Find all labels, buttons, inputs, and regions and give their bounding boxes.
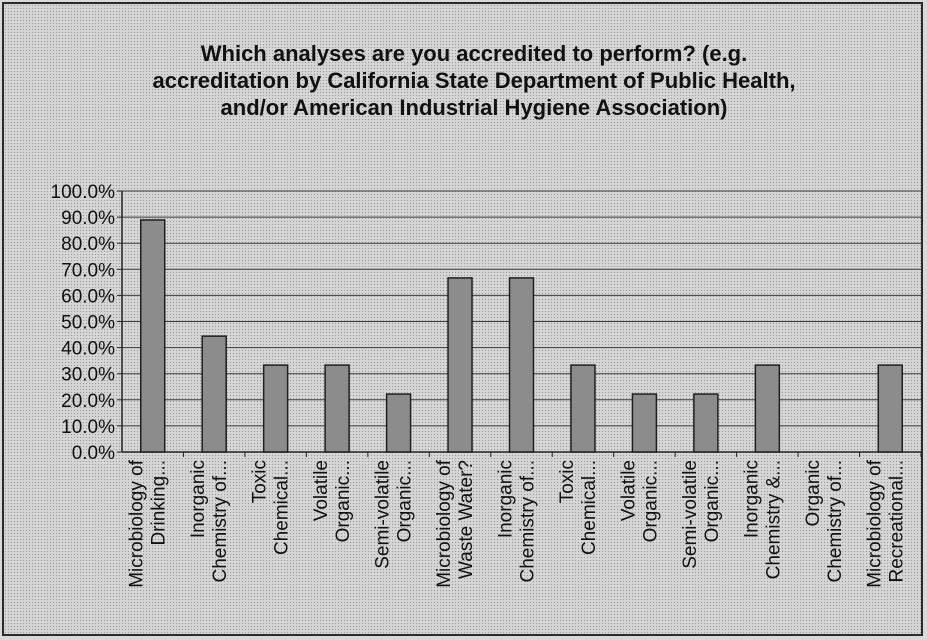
bar [693, 393, 719, 453]
chart-title-line: and/or American Industrial Hygiene Assoc… [220, 95, 728, 120]
y-tick-label: 100.0% [51, 182, 116, 203]
y-tick-label: 50.0% [61, 313, 115, 334]
y-tick-label: 0.0% [72, 443, 115, 464]
x-tick-label: Microbiology of [864, 459, 885, 587]
bar [385, 393, 412, 453]
x-tick-label: Semi-volatile [373, 460, 394, 569]
bar [201, 335, 227, 453]
bar [262, 364, 289, 453]
x-tick-label: Organic... [702, 460, 723, 542]
x-tick-label: Chemical... [272, 460, 293, 555]
bar [324, 364, 350, 453]
x-tick-label: Semi-volatile [680, 460, 701, 569]
y-tick-label: 20.0% [61, 391, 115, 412]
x-tick-label: Volatile [311, 460, 332, 521]
x-tick-label: Inorganic [496, 460, 517, 538]
y-tick-label: 70.0% [61, 260, 115, 281]
x-tick-label: Chemistry of... [518, 460, 539, 582]
x-tick-label: Chemistry &... [763, 460, 784, 579]
x-tick-label: Inorganic [741, 460, 762, 538]
x-tick-label: Organic [803, 460, 824, 527]
chart-title-line: Which analyses are you accredited to per… [200, 41, 748, 66]
x-tick-label: Toxic [250, 460, 271, 503]
x-tick-label: Toxic [557, 460, 578, 503]
x-tick-label: Microbiology of [434, 459, 455, 587]
bar [447, 277, 473, 453]
x-tick-label: Volatile [618, 460, 639, 521]
bar [754, 364, 781, 453]
bar [508, 277, 535, 453]
x-tick-label: Chemical... [579, 460, 600, 555]
y-tick-label: 10.0% [61, 417, 115, 438]
bar-chart: 100.0% 90.0% 80.0% 70.0% 60.0% 50.0% 40.0% 30.0… [51, 182, 921, 588]
bar [631, 393, 658, 453]
x-tick-label: Microbiology of [127, 459, 148, 587]
chart-title: Which analyses are you accredited to per… [134, 40, 814, 121]
x-tick-label: Organic... [395, 460, 416, 542]
bar [570, 364, 596, 453]
x-tick-label: Organic... [333, 460, 354, 542]
bar [877, 364, 904, 453]
x-tick-label: Organic... [640, 460, 661, 542]
x-tick-label: Drinking... [149, 460, 170, 546]
y-tick-label: 40.0% [61, 339, 115, 360]
x-tick-label: Chemistry of... [210, 460, 231, 582]
x-tick-label: Waste Water? [456, 460, 477, 579]
y-tick-label: 60.0% [61, 286, 115, 307]
x-tick-label: Recreational... [886, 460, 907, 583]
y-tick-label: 80.0% [61, 234, 115, 255]
chart-title-line: accreditation by California State Depart… [152, 68, 796, 93]
x-tick-label: Chemistry of... [825, 460, 846, 582]
bar [139, 219, 166, 453]
x-tick-label: Inorganic [188, 460, 209, 538]
y-tick-label: 30.0% [61, 365, 115, 386]
y-tick-label: 90.0% [61, 208, 115, 229]
